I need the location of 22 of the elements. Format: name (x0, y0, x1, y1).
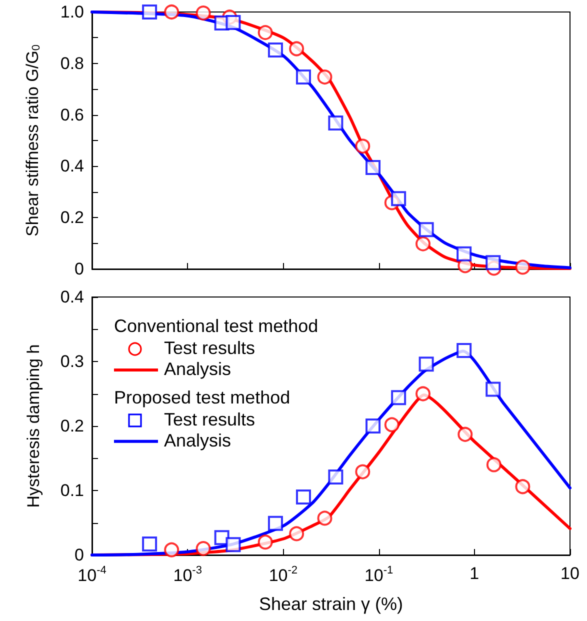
y-tick-label: 0.6 (60, 105, 84, 124)
y-tick-label: 0.2 (60, 208, 84, 228)
y-tick-label: 0 (74, 260, 84, 278)
x-axis-title: Shear strain γ (%) (258, 594, 404, 614)
legend-label: Analysis (164, 359, 232, 379)
annotation: Conventional test method (114, 316, 318, 336)
legend-label: Test results (164, 409, 256, 430)
y-tick-label: 0.3 (60, 352, 84, 371)
annotation: Proposed test method (114, 387, 290, 408)
y-axis-title: Shear stiffness ratio G/G0 (23, 44, 42, 236)
legend-label: Test results (164, 338, 256, 358)
legend-label: Analysis (164, 430, 232, 450)
y-tick-label: 0.4 (60, 288, 84, 306)
x-tick-label: 1 (470, 564, 480, 583)
y-tick-label: 0.2 (60, 416, 84, 436)
y-axis-title: Hysteresis damping h (24, 344, 43, 508)
y-tick-label: 1.0 (60, 2, 84, 22)
y-tick-label: 0.1 (60, 481, 84, 500)
y-tick-label: 0.4 (60, 156, 84, 176)
x-tick-label: 10 (560, 564, 580, 583)
y-tick-label: 0.8 (60, 54, 84, 73)
y-tick-label: 0 (74, 546, 84, 564)
